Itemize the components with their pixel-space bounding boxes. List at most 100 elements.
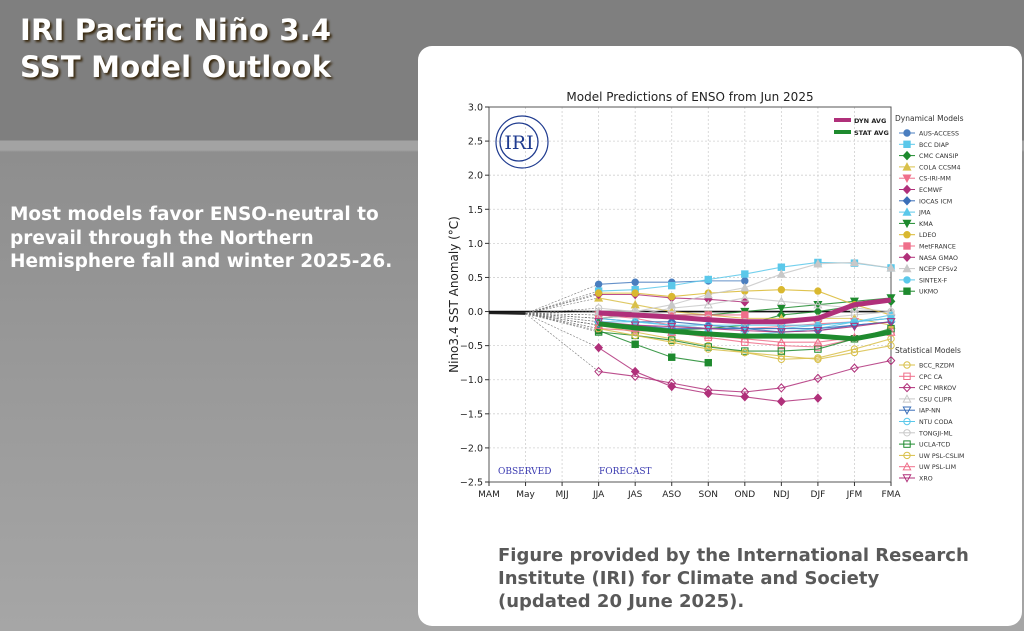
legend-label: CS-IRI-MM <box>919 176 951 183</box>
data-point <box>594 280 603 288</box>
data-point <box>814 287 822 295</box>
x-tick-label: JAS <box>627 490 643 500</box>
legend-label: CPC CA <box>919 374 943 381</box>
figure-panel: Model Predictions of ENSO from Jun 2025 3… <box>418 46 1022 626</box>
iri-logo-text: IRI <box>504 132 533 154</box>
statistical-legend-title: Statistical Models <box>895 346 961 355</box>
legend-marker <box>902 150 912 161</box>
legend-label: XRO <box>919 476 933 483</box>
data-point <box>594 366 604 377</box>
data-point <box>668 292 676 301</box>
data-point <box>631 289 639 297</box>
legend-marker <box>903 276 911 284</box>
x-tick-label: May <box>516 490 535 500</box>
data-point <box>886 355 896 366</box>
x-tick-label: JFM <box>846 490 863 500</box>
connector-line <box>525 313 599 329</box>
observed-label: OBSERVED <box>498 467 551 477</box>
y-tick-label: 1.0 <box>468 239 483 250</box>
y-tick-label: −1.5 <box>460 409 483 420</box>
iri-logo: IRI <box>495 115 549 169</box>
legend-label: UW PSL-LIM <box>919 464 956 471</box>
data-point <box>850 363 859 373</box>
data-point <box>886 263 896 272</box>
legend-label: UW PSL-CSLIM <box>919 453 965 460</box>
x-tick-label: JJA <box>592 490 605 500</box>
legend-marker <box>903 287 911 295</box>
legend-marker <box>903 361 911 369</box>
data-point <box>630 366 640 377</box>
slide-title: IRI Pacific Niño 3.4 SST Model Outlook <box>20 12 331 86</box>
legend-marker <box>902 263 912 273</box>
data-point <box>704 343 712 351</box>
legend-label: UKMO <box>919 289 938 296</box>
data-point <box>776 296 786 306</box>
y-tick-label: 2.0 <box>468 171 483 182</box>
data-point <box>740 387 750 397</box>
legend-marker <box>902 252 912 263</box>
series-cpc-mrkov <box>594 355 896 397</box>
legend-label: SINTEX-F <box>919 277 948 284</box>
series-line <box>598 330 709 364</box>
y-tick-label: −2.5 <box>460 478 483 489</box>
figure-caption: Figure provided by the International Res… <box>498 544 969 613</box>
legend-marker <box>902 162 912 171</box>
connector-line <box>525 307 599 314</box>
legend-label: COLA CCSM4 <box>919 164 961 171</box>
data-point <box>668 336 676 344</box>
series-line <box>598 360 892 393</box>
legend-marker <box>902 184 912 195</box>
legend-marker <box>902 406 912 415</box>
data-point <box>631 340 639 348</box>
legend-label: IOCAS ICM <box>919 198 952 205</box>
data-point <box>740 282 750 292</box>
data-point <box>631 278 639 286</box>
data-point <box>703 385 713 395</box>
connector-line <box>525 292 599 314</box>
data-point <box>703 299 713 309</box>
series-line <box>598 321 892 333</box>
legend-marker <box>902 382 912 393</box>
legend-marker <box>902 219 912 229</box>
legend-label: CSU CLIPR <box>919 396 953 403</box>
legend-marker <box>903 417 911 426</box>
caption-line-3: (updated 20 June 2025). <box>498 591 745 612</box>
legend-marker <box>902 461 912 471</box>
y-tick-label: 2.5 <box>468 137 483 148</box>
legend-marker <box>902 174 912 183</box>
caption-line-2: Institute (IRI) for Climate and Society <box>498 568 880 589</box>
legend-label: TONGJI-ML <box>918 430 953 437</box>
legend-marker <box>903 140 911 148</box>
legend-label: NASA GMAO <box>919 255 958 262</box>
data-point <box>849 322 859 332</box>
connector-line <box>525 313 599 319</box>
legend-marker <box>902 207 912 216</box>
data-point <box>594 342 604 353</box>
avg-legend-label: STAT AVG <box>854 129 889 137</box>
legend-label: JMA <box>918 210 931 217</box>
y-tick-label: 0.0 <box>468 307 483 318</box>
dyn-avg-line <box>598 297 892 325</box>
x-tick-label: OND <box>734 490 755 500</box>
data-point <box>850 311 859 319</box>
connector-line <box>525 313 599 372</box>
connector-line <box>525 297 599 314</box>
data-point <box>813 326 823 336</box>
summary-text: Most models favor ENSO-neutral to prevai… <box>10 204 393 272</box>
legend-label: IAP-NN <box>919 408 941 415</box>
legend-label: MetFRANCE <box>919 244 956 251</box>
data-point <box>667 378 677 388</box>
data-point <box>740 392 750 402</box>
legend-marker <box>903 242 911 250</box>
x-tick-label: FMA <box>881 490 901 500</box>
x-tick-label: MAM <box>478 490 500 500</box>
connector-line <box>525 311 599 314</box>
enso-chart: Model Predictions of ENSO from Jun 2025 3… <box>447 90 965 500</box>
data-point <box>886 318 896 327</box>
data-point <box>777 286 786 294</box>
legend-marker <box>902 474 912 483</box>
y-tick-label: 0.5 <box>468 273 483 284</box>
data-point <box>776 269 786 278</box>
data-point <box>740 293 750 302</box>
data-point <box>813 373 823 384</box>
